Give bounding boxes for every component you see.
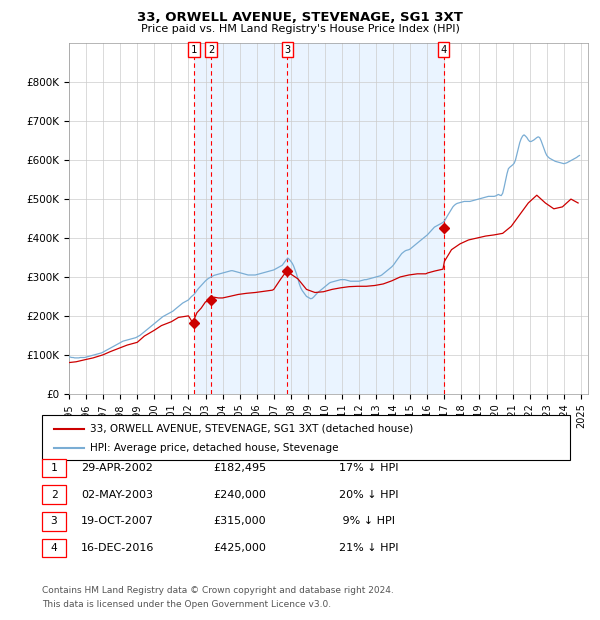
Text: £315,000: £315,000	[213, 516, 266, 526]
Text: Price paid vs. HM Land Registry's House Price Index (HPI): Price paid vs. HM Land Registry's House …	[140, 24, 460, 33]
Text: 3: 3	[284, 45, 290, 55]
Text: 29-APR-2002: 29-APR-2002	[81, 463, 153, 473]
Text: £425,000: £425,000	[213, 543, 266, 553]
Bar	[194, 43, 443, 394]
Text: 1: 1	[191, 45, 197, 55]
Text: HPI: Average price, detached house, Stevenage: HPI: Average price, detached house, Stev…	[90, 443, 338, 453]
Text: 3: 3	[50, 516, 58, 526]
Text: 9% ↓ HPI: 9% ↓ HPI	[339, 516, 395, 526]
Text: 19-OCT-2007: 19-OCT-2007	[81, 516, 154, 526]
Text: 1: 1	[50, 463, 58, 473]
Text: £240,000: £240,000	[213, 490, 266, 500]
Text: This data is licensed under the Open Government Licence v3.0.: This data is licensed under the Open Gov…	[42, 600, 331, 609]
Text: 20% ↓ HPI: 20% ↓ HPI	[339, 490, 398, 500]
Text: 33, ORWELL AVENUE, STEVENAGE, SG1 3XT: 33, ORWELL AVENUE, STEVENAGE, SG1 3XT	[137, 11, 463, 24]
Text: 02-MAY-2003: 02-MAY-2003	[81, 490, 153, 500]
Text: 17% ↓ HPI: 17% ↓ HPI	[339, 463, 398, 473]
Text: £182,495: £182,495	[213, 463, 266, 473]
Text: 16-DEC-2016: 16-DEC-2016	[81, 543, 154, 553]
Text: 4: 4	[50, 543, 58, 553]
Text: 33, ORWELL AVENUE, STEVENAGE, SG1 3XT (detached house): 33, ORWELL AVENUE, STEVENAGE, SG1 3XT (d…	[90, 424, 413, 434]
Text: 4: 4	[440, 45, 447, 55]
Text: 2: 2	[50, 490, 58, 500]
Text: 21% ↓ HPI: 21% ↓ HPI	[339, 543, 398, 553]
Text: 2: 2	[208, 45, 214, 55]
Text: Contains HM Land Registry data © Crown copyright and database right 2024.: Contains HM Land Registry data © Crown c…	[42, 586, 394, 595]
